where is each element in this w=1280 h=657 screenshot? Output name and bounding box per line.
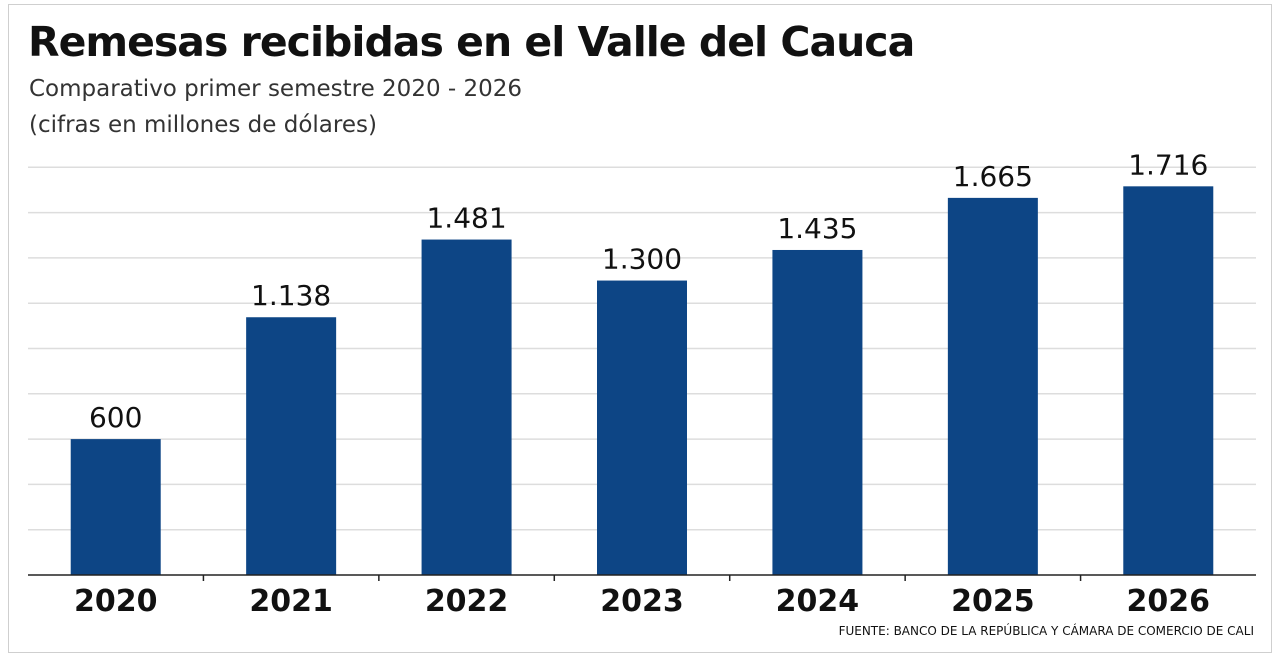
bar-2026 — [1123, 186, 1214, 576]
bars — [70, 186, 1214, 576]
x-tick-label-2026: 2026 — [1127, 584, 1211, 619]
data-label-2023: 1.300 — [602, 243, 682, 276]
bar-2025 — [947, 197, 1038, 575]
x-tick-label-2025: 2025 — [951, 584, 1035, 619]
bar-2020 — [70, 439, 161, 575]
data-label-2026: 1.716 — [1128, 148, 1208, 181]
x-tick-label-2023: 2023 — [600, 584, 684, 619]
data-label-2022: 1.481 — [426, 202, 506, 235]
bar-2021 — [246, 317, 337, 575]
x-tick-label-2024: 2024 — [776, 584, 860, 619]
data-label-2024: 1.435 — [777, 212, 857, 245]
x-tick-label-2020: 2020 — [74, 584, 158, 619]
bar-2023 — [597, 280, 687, 575]
bar-2022 — [421, 239, 512, 575]
chart-subtitle: Comparativo primer semestre 2020 - 2026 — [29, 76, 523, 102]
data-label-2020: 600 — [89, 401, 142, 434]
x-tick-label-2022: 2022 — [425, 584, 509, 619]
labels: 600 2020 1.138 2021 1.481 2022 1.300 2023 1.435 2… — [74, 148, 1210, 619]
x-axis — [28, 574, 1256, 581]
x-tick-label-2021: 2021 — [249, 584, 333, 619]
chart-title: Remesas recibidas en el Valle del Cauca — [28, 18, 915, 66]
source-note: FUENTE: BANCO DE LA REPÚBLICA Y CÁMARA D… — [838, 624, 1254, 638]
data-label-2025: 1.665 — [953, 160, 1033, 193]
data-label-2021: 1.138 — [251, 279, 331, 312]
unit-note: (cifras en millones de dólares) — [29, 112, 377, 138]
bar-2024 — [772, 249, 863, 575]
